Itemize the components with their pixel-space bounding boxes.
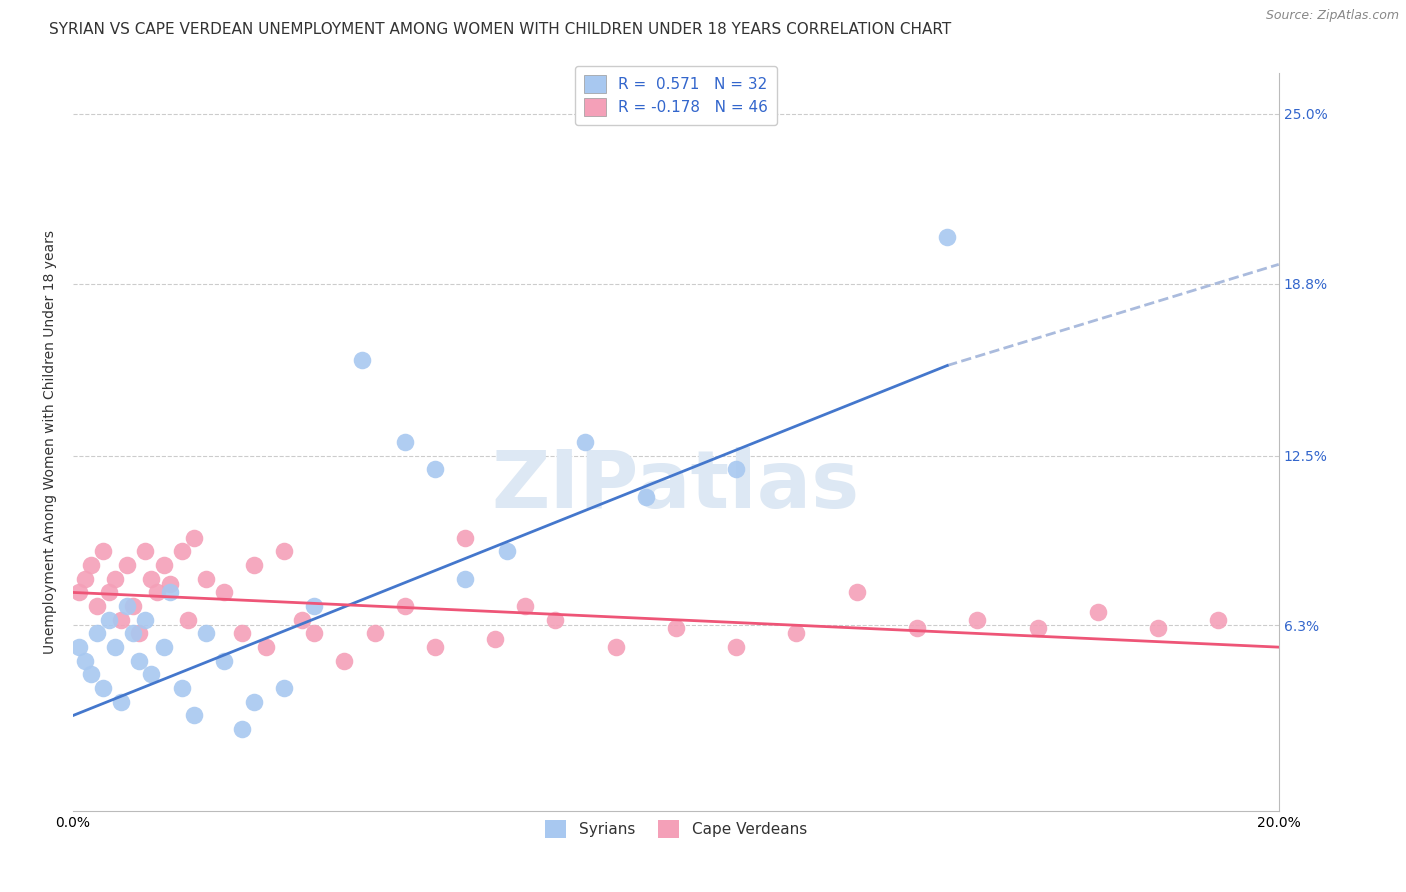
Point	[128, 626, 150, 640]
Point	[122, 599, 145, 614]
Point	[966, 613, 988, 627]
Point	[1147, 621, 1170, 635]
Point	[291, 613, 314, 627]
Point	[146, 585, 169, 599]
Point	[141, 667, 163, 681]
Point	[134, 544, 156, 558]
Point	[134, 613, 156, 627]
Point	[104, 640, 127, 654]
Point	[231, 626, 253, 640]
Point	[1026, 621, 1049, 635]
Point	[212, 585, 235, 599]
Point	[141, 572, 163, 586]
Point	[231, 722, 253, 736]
Point	[98, 613, 121, 627]
Point	[212, 654, 235, 668]
Point	[110, 695, 132, 709]
Point	[423, 462, 446, 476]
Point	[170, 681, 193, 695]
Point	[1208, 613, 1230, 627]
Point	[394, 599, 416, 614]
Point	[515, 599, 537, 614]
Point	[75, 572, 97, 586]
Point	[104, 572, 127, 586]
Point	[936, 230, 959, 244]
Point	[117, 599, 139, 614]
Point	[183, 531, 205, 545]
Point	[254, 640, 277, 654]
Point	[496, 544, 519, 558]
Point	[183, 708, 205, 723]
Point	[117, 558, 139, 573]
Point	[80, 558, 103, 573]
Point	[67, 585, 90, 599]
Text: ZIPatlas: ZIPatlas	[492, 448, 860, 525]
Point	[194, 626, 217, 640]
Point	[725, 462, 748, 476]
Point	[665, 621, 688, 635]
Point	[98, 585, 121, 599]
Point	[243, 695, 266, 709]
Point	[574, 435, 596, 450]
Point	[302, 626, 325, 640]
Point	[170, 544, 193, 558]
Point	[152, 640, 174, 654]
Point	[86, 626, 108, 640]
Point	[544, 613, 567, 627]
Y-axis label: Unemployment Among Women with Children Under 18 years: Unemployment Among Women with Children U…	[44, 230, 58, 654]
Point	[110, 613, 132, 627]
Point	[80, 667, 103, 681]
Point	[159, 585, 181, 599]
Point	[128, 654, 150, 668]
Point	[67, 640, 90, 654]
Text: SYRIAN VS CAPE VERDEAN UNEMPLOYMENT AMONG WOMEN WITH CHILDREN UNDER 18 YEARS COR: SYRIAN VS CAPE VERDEAN UNEMPLOYMENT AMON…	[49, 22, 952, 37]
Point	[725, 640, 748, 654]
Point	[152, 558, 174, 573]
Point	[423, 640, 446, 654]
Point	[159, 577, 181, 591]
Point	[122, 626, 145, 640]
Point	[905, 621, 928, 635]
Point	[394, 435, 416, 450]
Point	[634, 490, 657, 504]
Point	[91, 544, 114, 558]
Point	[176, 613, 198, 627]
Point	[333, 654, 356, 668]
Point	[605, 640, 627, 654]
Point	[273, 681, 295, 695]
Point	[86, 599, 108, 614]
Text: Source: ZipAtlas.com: Source: ZipAtlas.com	[1265, 9, 1399, 22]
Point	[484, 632, 506, 646]
Point	[352, 353, 374, 368]
Point	[273, 544, 295, 558]
Point	[454, 572, 477, 586]
Point	[91, 681, 114, 695]
Point	[363, 626, 385, 640]
Point	[75, 654, 97, 668]
Point	[194, 572, 217, 586]
Point	[785, 626, 807, 640]
Point	[1087, 605, 1109, 619]
Legend: Syrians, Cape Verdeans: Syrians, Cape Verdeans	[538, 814, 813, 844]
Point	[302, 599, 325, 614]
Point	[845, 585, 868, 599]
Point	[454, 531, 477, 545]
Point	[243, 558, 266, 573]
